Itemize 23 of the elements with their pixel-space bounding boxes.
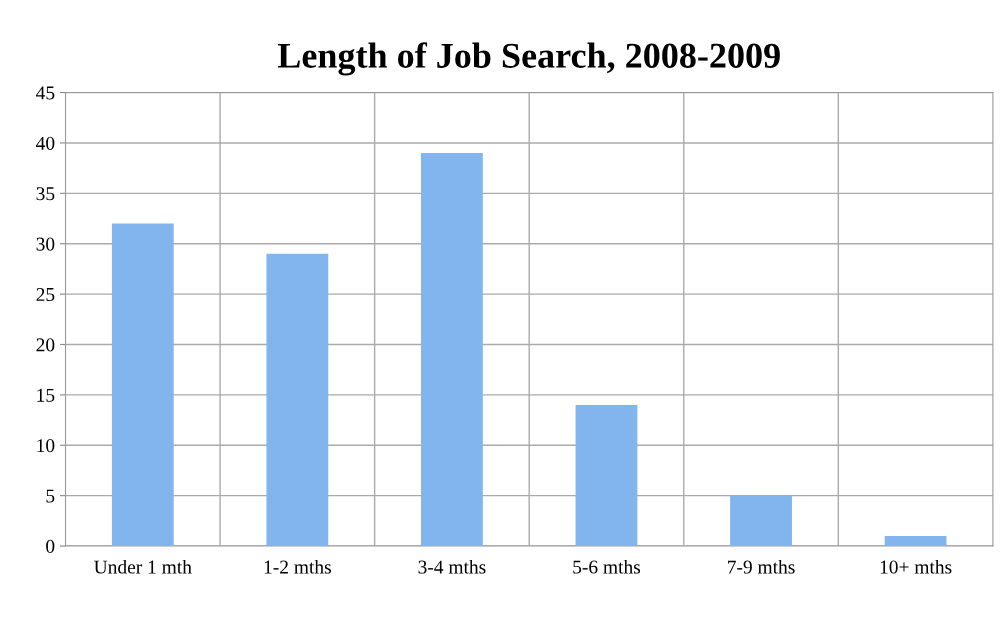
y-tick-label: 45 bbox=[36, 86, 55, 100]
y-tick-label: 15 bbox=[37, 388, 55, 402]
y-tick-label: 30 bbox=[36, 237, 55, 251]
y-tick-label: 0 bbox=[46, 539, 55, 553]
x-tick-label: 10+ mths bbox=[880, 559, 952, 574]
y-tick-label: 40 bbox=[36, 136, 55, 150]
y-tick-label: 20 bbox=[36, 338, 55, 352]
y-tick-label: 25 bbox=[36, 287, 55, 302]
y-tick-label: 5 bbox=[46, 489, 55, 503]
x-tick-label: 1-2 mths bbox=[264, 559, 331, 574]
x-tick-label: 3-4 mths bbox=[418, 559, 486, 574]
bar bbox=[730, 495, 792, 547]
bar bbox=[884, 535, 947, 547]
y-tick-label: 35 bbox=[36, 187, 55, 201]
bar bbox=[111, 223, 174, 547]
bar bbox=[421, 153, 483, 547]
x-tick-label: 7-9 mths bbox=[728, 559, 795, 574]
bar bbox=[266, 253, 329, 547]
chart-title: Length of Job Search, 2008-2009 bbox=[277, 42, 780, 76]
x-tick-label: Under 1 mth bbox=[94, 559, 192, 574]
y-tick-label: 10 bbox=[37, 439, 55, 453]
bar bbox=[575, 404, 638, 547]
x-tick-label: 5-6 mths bbox=[573, 559, 641, 574]
